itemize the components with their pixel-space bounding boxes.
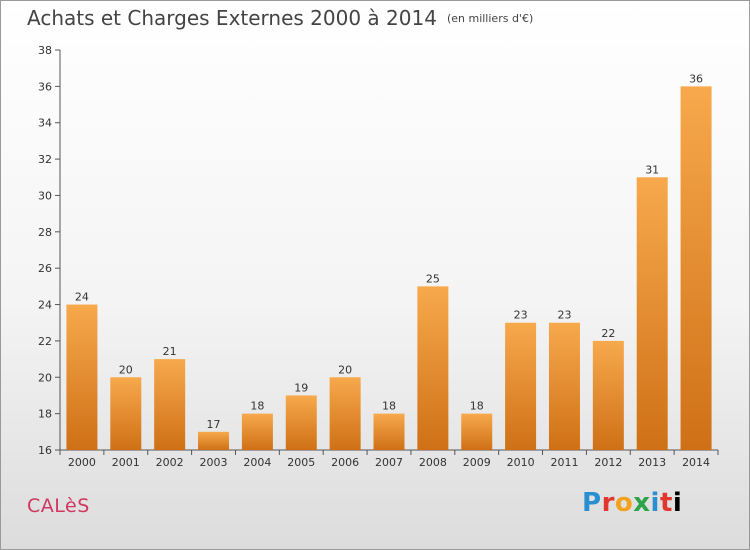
bar-value-label: 22 <box>601 327 615 340</box>
x-tick-label: 2014 <box>682 456 710 469</box>
y-tick-label: 18 <box>38 408 52 421</box>
y-tick-label: 36 <box>38 80 52 93</box>
logo-letter: P <box>582 488 602 518</box>
logo-letter: x <box>633 488 651 518</box>
y-tick-label: 28 <box>38 226 52 239</box>
bar <box>110 377 142 450</box>
x-tick-label: 2006 <box>331 456 359 469</box>
bar <box>461 413 493 450</box>
bar-value-label: 18 <box>470 400 484 413</box>
x-tick-label: 2009 <box>463 456 491 469</box>
bar-value-label: 23 <box>557 309 571 322</box>
bar-value-label: 21 <box>163 345 177 358</box>
bar <box>592 340 624 450</box>
bar <box>636 177 668 451</box>
bar-value-label: 36 <box>689 72 703 85</box>
chart-data-labels: 24 20 21 17 18 19 20 18 25 18 23 23 22 31 36 <box>75 72 703 430</box>
bar <box>329 377 361 450</box>
x-tick-label: 2001 <box>112 456 140 469</box>
bar <box>505 322 537 450</box>
logo-letter: o <box>614 488 634 518</box>
bar-value-label: 18 <box>382 400 396 413</box>
x-tick-label: 2013 <box>638 456 666 469</box>
x-tick-label: 2005 <box>287 456 315 469</box>
bar <box>548 322 580 450</box>
y-tick-label: 30 <box>38 189 52 202</box>
logo-letter: i <box>650 488 660 518</box>
chart-title-text: Achats et Charges Externes 2000 à 2014 <box>27 6 437 30</box>
bar <box>680 86 712 450</box>
y-tick-label: 16 <box>38 444 52 457</box>
x-tick-label: 2008 <box>419 456 447 469</box>
logo-letter: i <box>672 488 683 518</box>
y-tick-label: 34 <box>38 117 52 130</box>
y-tick-label: 32 <box>38 153 52 166</box>
x-tick-label: 2000 <box>68 456 96 469</box>
logo-letter: r <box>601 488 615 518</box>
chart-unit: (en milliers d'€) <box>446 12 534 25</box>
bar-value-label: 18 <box>250 400 264 413</box>
bar <box>373 413 405 450</box>
bar <box>285 395 317 450</box>
x-tick-label: 2011 <box>550 456 578 469</box>
x-tick-label: 2004 <box>243 456 271 469</box>
logo-letter: t <box>659 488 673 518</box>
bar-value-label: 31 <box>645 163 659 176</box>
x-tick-label: 2007 <box>375 456 403 469</box>
bar <box>417 286 449 450</box>
bar-value-label: 19 <box>294 381 308 394</box>
bar-value-label: 17 <box>207 418 221 431</box>
bar <box>241 413 273 450</box>
bar-value-label: 24 <box>75 291 89 304</box>
x-tick-label: 2010 <box>507 456 535 469</box>
y-tick-label: 22 <box>38 335 52 348</box>
chart-bars <box>66 86 712 451</box>
bar <box>66 304 98 450</box>
x-tick-label: 2003 <box>200 456 228 469</box>
chart-title: Achats et Charges Externes 2000 à 2014 (e… <box>27 6 533 30</box>
bar <box>154 359 186 450</box>
x-tick-label: 2002 <box>156 456 184 469</box>
y-tick-label: 24 <box>38 299 52 312</box>
bar-value-label: 20 <box>119 363 133 376</box>
bar-value-label: 25 <box>426 272 440 285</box>
x-tick-label: 2012 <box>594 456 622 469</box>
y-tick-label: 26 <box>38 262 52 275</box>
proxiti-logo[interactable]: Proxiti <box>582 488 682 518</box>
commune-name: CALèS <box>27 495 90 517</box>
y-tick-label: 38 <box>38 44 52 57</box>
bar-value-label: 23 <box>514 309 528 322</box>
y-tick-label: 20 <box>38 371 52 384</box>
bar-value-label: 20 <box>338 363 352 376</box>
bar <box>198 431 230 450</box>
